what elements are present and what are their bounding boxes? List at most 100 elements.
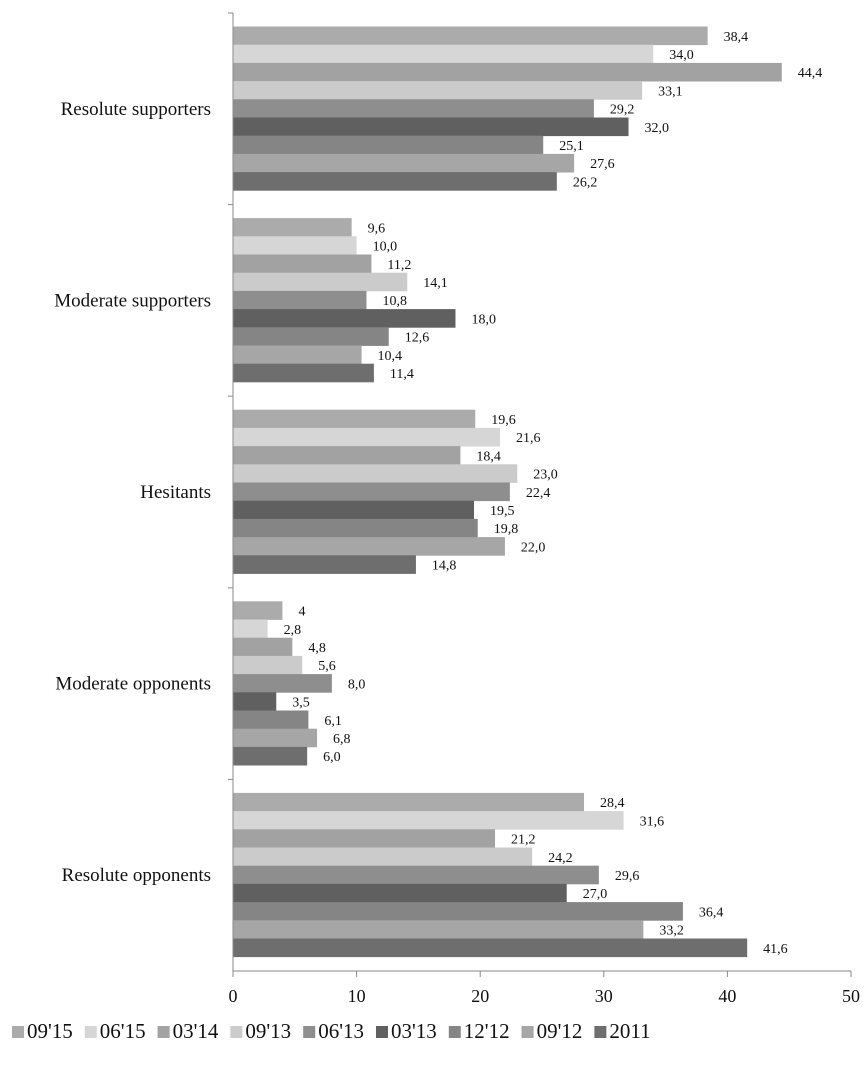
bar-resolute-supporters-2011 xyxy=(233,172,557,191)
data-label-moderate-supporters-06-13: 10,8 xyxy=(382,294,407,309)
data-label-resolute-supporters-06-15: 34,0 xyxy=(669,48,694,63)
data-label-hesitants-2011: 14,8 xyxy=(432,559,457,574)
legend-swatch-06-15 xyxy=(84,1026,97,1038)
bar-resolute-supporters-06-15 xyxy=(233,44,654,64)
data-label-hesitants-06-15: 21,6 xyxy=(516,431,541,446)
data-label-moderate-opponents-06-13: 8,0 xyxy=(348,677,366,692)
bar-resolute-opponents-12-12 xyxy=(233,902,683,921)
data-label-moderate-opponents-09-15: 4 xyxy=(298,605,305,620)
data-label-resolute-supporters-09-15: 38,4 xyxy=(724,30,749,45)
data-label-moderate-opponents-12-12: 6,1 xyxy=(324,714,342,729)
bar-resolute-opponents-2011 xyxy=(233,938,748,958)
data-label-hesitants-06-13: 22,4 xyxy=(526,486,551,501)
bar-resolute-supporters-09-15 xyxy=(233,26,708,46)
bar-moderate-opponents-09-15 xyxy=(233,601,283,620)
bar-resolute-opponents-03-13 xyxy=(233,883,567,903)
data-label-moderate-opponents-09-13: 5,6 xyxy=(318,659,336,674)
bar-hesitants-03-14 xyxy=(233,446,461,465)
legend-label-03-14: 03'14 xyxy=(173,1019,219,1043)
data-label-hesitants-03-14: 18,4 xyxy=(476,449,501,464)
bar-resolute-supporters-03-13 xyxy=(233,117,629,137)
legend-swatch-2011 xyxy=(594,1026,607,1038)
data-label-hesitants-09-13: 23,0 xyxy=(533,468,558,483)
legend-label-06-15: 06'15 xyxy=(100,1019,146,1043)
bar-hesitants-06-13 xyxy=(233,482,510,502)
bar-resolute-opponents-09-12 xyxy=(233,920,644,939)
data-label-resolute-opponents-03-13: 27,0 xyxy=(583,887,608,902)
bar-moderate-opponents-2011 xyxy=(233,746,308,766)
data-label-hesitants-12-12: 19,8 xyxy=(494,522,519,537)
legend-swatch-03-14 xyxy=(157,1026,170,1038)
category-label-resolute-opponents: Resolute opponents xyxy=(62,865,211,886)
data-label-moderate-opponents-03-14: 4,8 xyxy=(308,641,326,656)
bar-moderate-opponents-06-13 xyxy=(233,674,332,693)
legend-label-06-13: 06'13 xyxy=(318,1019,364,1043)
bar-resolute-opponents-03-14 xyxy=(233,829,496,848)
bar-moderate-supporters-09-12 xyxy=(233,345,362,365)
legend-swatch-03-13 xyxy=(375,1026,388,1038)
data-label-resolute-opponents-09-12: 33,2 xyxy=(659,924,684,939)
legend-swatch-09-12 xyxy=(521,1026,534,1038)
x-tick-label: 0 xyxy=(229,986,238,1006)
legend-swatch-09-13 xyxy=(230,1026,243,1038)
data-label-moderate-opponents-06-15: 2,8 xyxy=(284,623,302,638)
bar-moderate-opponents-09-12 xyxy=(233,728,318,748)
legend-label-12-12: 12'12 xyxy=(464,1019,510,1043)
data-labels: 38,4 34,0 44,4 33,1 29,2 32,0 25,1 27,6 26,2 9,6 1… xyxy=(284,30,823,957)
x-tick-label: 50 xyxy=(842,986,860,1006)
legend-label-09-13: 09'13 xyxy=(245,1019,291,1043)
bar-moderate-opponents-09-13 xyxy=(233,655,303,675)
x-tick-label: 20 xyxy=(471,986,489,1006)
bar-hesitants-2011 xyxy=(233,555,416,574)
bar-resolute-supporters-12-12 xyxy=(233,135,544,155)
bar-moderate-supporters-06-13 xyxy=(233,290,367,310)
bar-moderate-supporters-06-15 xyxy=(233,236,357,255)
data-label-moderate-supporters-09-12: 10,4 xyxy=(378,349,403,364)
bar-moderate-supporters-03-13 xyxy=(233,309,456,328)
data-label-hesitants-09-15: 19,6 xyxy=(491,413,515,428)
data-label-resolute-opponents-12-12: 36,4 xyxy=(699,905,724,920)
data-label-resolute-supporters-2011: 26,2 xyxy=(573,175,598,190)
legend-label-09-15: 09'15 xyxy=(27,1019,73,1043)
data-label-resolute-opponents-09-15: 28,4 xyxy=(600,796,625,811)
data-label-resolute-supporters-06-13: 29,2 xyxy=(610,103,635,118)
bar-moderate-opponents-12-12 xyxy=(233,710,309,730)
bar-moderate-opponents-03-13 xyxy=(233,692,277,711)
x-tick-label: 10 xyxy=(348,986,366,1006)
legend-swatch-12-12 xyxy=(448,1026,461,1038)
legend: 09'15 06'15 03'14 09'13 06'13 03'13 12'12 09'12… xyxy=(12,1019,651,1043)
bar-resolute-supporters-09-13 xyxy=(233,81,643,100)
bar-resolute-opponents-09-15 xyxy=(233,792,585,812)
bar-resolute-supporters-03-14 xyxy=(233,62,782,82)
legend-swatch-06-13 xyxy=(303,1026,316,1038)
legend-label-03-13: 03'13 xyxy=(391,1019,437,1043)
data-label-moderate-opponents-2011: 6,0 xyxy=(323,750,341,765)
bar-hesitants-09-13 xyxy=(233,464,518,483)
x-tick-label: 30 xyxy=(595,986,613,1006)
bar-moderate-supporters-12-12 xyxy=(233,327,389,346)
bar-hesitants-12-12 xyxy=(233,518,478,538)
x-tick-label: 40 xyxy=(718,986,736,1006)
data-label-resolute-opponents-2011: 41,6 xyxy=(763,942,788,957)
data-label-resolute-supporters-03-13: 32,0 xyxy=(645,121,670,136)
data-label-resolute-supporters-03-14: 44,4 xyxy=(798,66,823,81)
bar-hesitants-09-15 xyxy=(233,409,476,429)
bar-hesitants-06-15 xyxy=(233,427,500,447)
axes: 0 10 20 30 40 50 xyxy=(228,12,860,1006)
legend-label-09-12: 09'12 xyxy=(537,1019,583,1043)
bar-moderate-supporters-09-15 xyxy=(233,218,352,237)
data-label-resolute-supporters-09-12: 27,6 xyxy=(590,157,615,172)
bar-moderate-supporters-03-14 xyxy=(233,254,372,274)
data-label-resolute-opponents-06-15: 31,6 xyxy=(640,814,665,829)
data-label-resolute-opponents-06-13: 29,6 xyxy=(615,869,640,884)
data-label-resolute-supporters-12-12: 25,1 xyxy=(559,139,584,154)
data-label-moderate-supporters-06-15: 10,0 xyxy=(373,240,398,255)
data-label-hesitants-09-12: 22,0 xyxy=(521,540,546,555)
bar-resolute-opponents-06-13 xyxy=(233,865,599,885)
bar-resolute-opponents-06-15 xyxy=(233,811,624,830)
data-label-resolute-opponents-09-13: 24,2 xyxy=(548,851,573,866)
data-label-moderate-supporters-09-13: 14,1 xyxy=(423,276,448,291)
data-label-moderate-supporters-03-13: 18,0 xyxy=(471,312,496,327)
data-label-moderate-opponents-09-12: 6,8 xyxy=(333,732,351,747)
